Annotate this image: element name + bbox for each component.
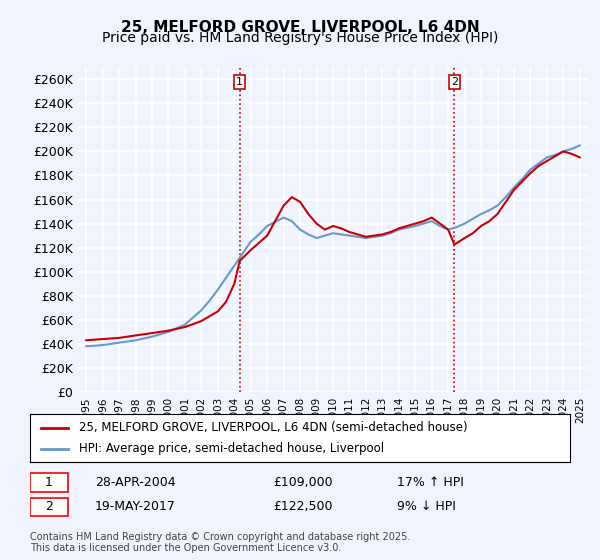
Text: 2: 2: [451, 77, 458, 87]
FancyBboxPatch shape: [30, 473, 68, 492]
Text: 1: 1: [236, 77, 243, 87]
Text: £122,500: £122,500: [273, 501, 332, 514]
Text: 17% ↑ HPI: 17% ↑ HPI: [397, 476, 464, 489]
Text: Contains HM Land Registry data © Crown copyright and database right 2025.
This d: Contains HM Land Registry data © Crown c…: [30, 531, 410, 553]
Text: 9% ↓ HPI: 9% ↓ HPI: [397, 501, 456, 514]
Text: 25, MELFORD GROVE, LIVERPOOL, L6 4DN (semi-detached house): 25, MELFORD GROVE, LIVERPOOL, L6 4DN (se…: [79, 421, 467, 434]
Text: 19-MAY-2017: 19-MAY-2017: [95, 501, 176, 514]
Text: HPI: Average price, semi-detached house, Liverpool: HPI: Average price, semi-detached house,…: [79, 442, 384, 455]
Text: 1: 1: [45, 476, 53, 489]
Text: Price paid vs. HM Land Registry's House Price Index (HPI): Price paid vs. HM Land Registry's House …: [102, 31, 498, 45]
FancyBboxPatch shape: [30, 498, 68, 516]
Text: £109,000: £109,000: [273, 476, 332, 489]
Text: 2: 2: [45, 501, 53, 514]
Text: 28-APR-2004: 28-APR-2004: [95, 476, 175, 489]
Text: 25, MELFORD GROVE, LIVERPOOL, L6 4DN: 25, MELFORD GROVE, LIVERPOOL, L6 4DN: [121, 20, 479, 35]
